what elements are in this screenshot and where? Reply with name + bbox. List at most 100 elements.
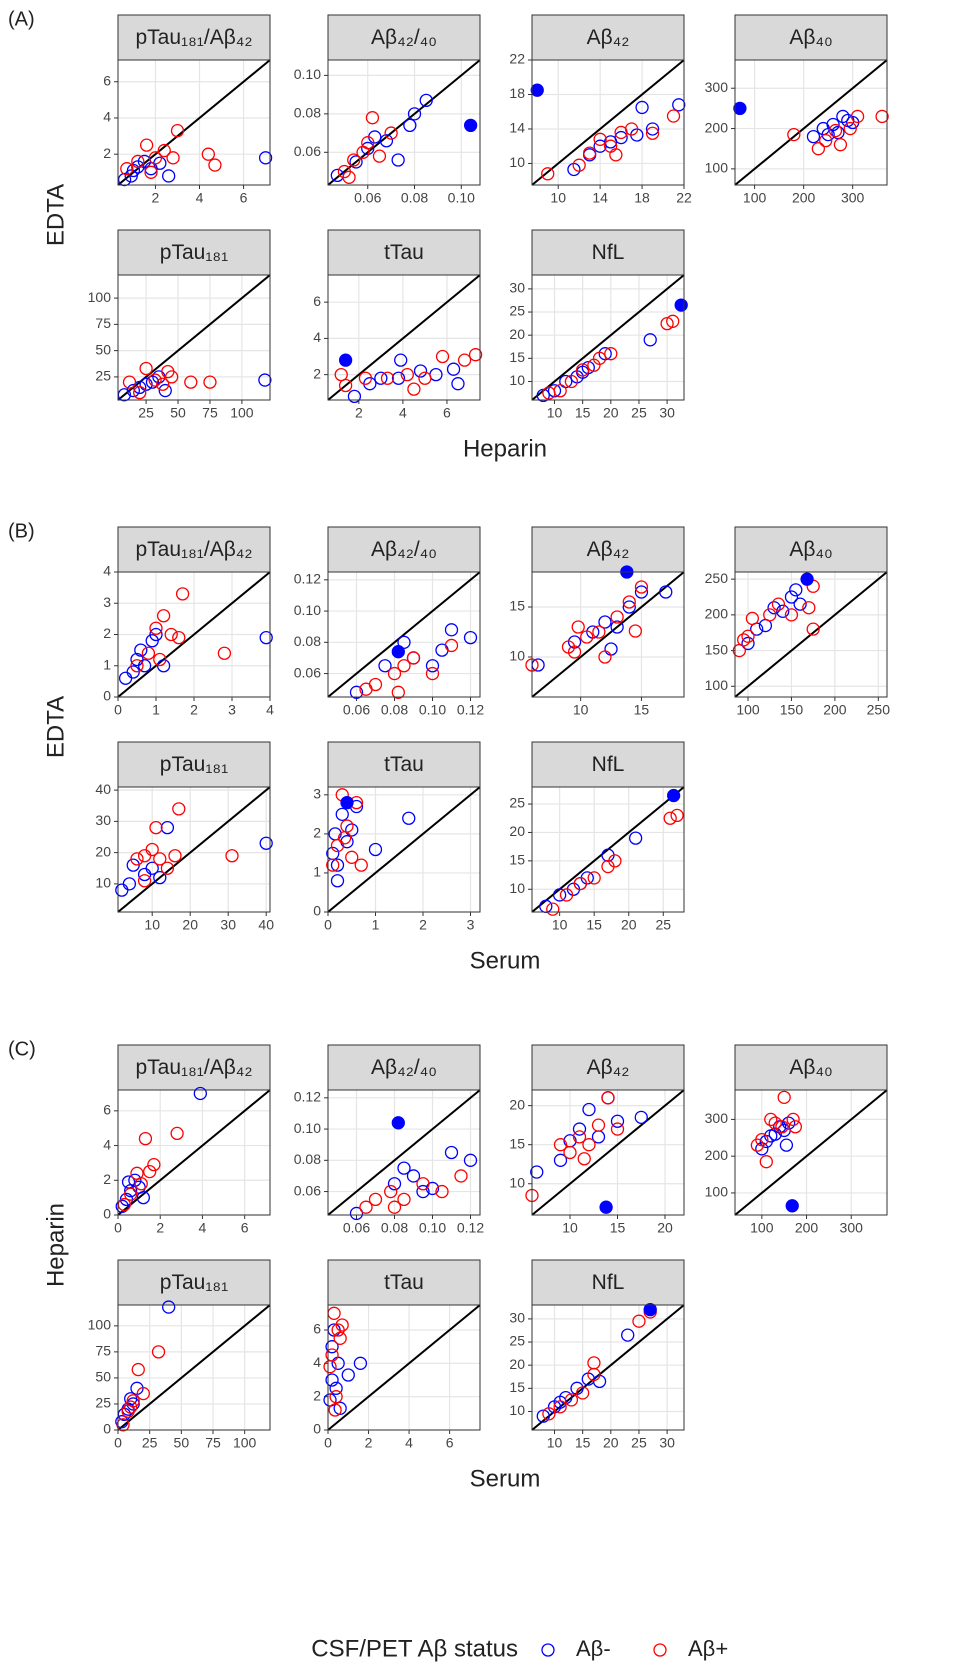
- x-axis-label: Serum: [470, 1465, 541, 1492]
- point: [326, 858, 340, 872]
- point: [139, 361, 153, 376]
- identity-line: [734, 1089, 888, 1216]
- plot-frame: [531, 1089, 685, 1216]
- panel: Aβ₄₂/₄₀ 0.06 0.08 0.10 0.12 0.06 0.08 0.10 0.12: [294, 1044, 484, 1236]
- point: [387, 666, 402, 681]
- point: [800, 572, 814, 586]
- point: [136, 1190, 150, 1205]
- point: [463, 630, 478, 645]
- point: [122, 877, 137, 891]
- point: [345, 850, 359, 864]
- identity-line: [327, 1304, 481, 1431]
- point: [117, 172, 132, 187]
- x-tick-label: 20: [621, 917, 637, 933]
- identity-line: [327, 1089, 481, 1216]
- point: [131, 1362, 145, 1377]
- panel: pTau₁₈₁/Aβ₄₂ 0 2 4 6 0 2 4 6: [103, 1044, 271, 1236]
- point: [397, 659, 411, 673]
- point: [435, 349, 450, 364]
- point: [608, 854, 622, 868]
- y-tick-label: 10: [509, 648, 525, 664]
- x-tick-label: 50: [174, 1435, 190, 1451]
- point: [349, 1206, 364, 1221]
- point: [134, 1177, 148, 1191]
- point: [133, 385, 147, 400]
- x-tick-label: 75: [202, 405, 218, 421]
- x-tick-label: 2: [419, 917, 427, 933]
- point: [419, 93, 433, 108]
- y-tick-label: 10: [509, 1402, 525, 1418]
- strip: [327, 14, 481, 61]
- point: [406, 651, 421, 665]
- point: [368, 677, 383, 692]
- y-tick-label: 100: [88, 289, 112, 305]
- point: [592, 351, 607, 365]
- point: [598, 615, 612, 629]
- point: [145, 842, 159, 857]
- panel: Aβ₄₂/₄₀ 0.06 0.08 0.10 0.12 0.06 0.08 0.10 0.12: [294, 526, 484, 718]
- point: [259, 836, 273, 850]
- plot-frame: [734, 1089, 888, 1216]
- x-tick-label: 0.12: [457, 1220, 484, 1236]
- point: [126, 1394, 140, 1408]
- y-tick-label: 100: [705, 677, 729, 693]
- identity-line: [734, 59, 888, 186]
- x-tick-label: 2: [190, 702, 198, 718]
- section-label: (B): [8, 520, 35, 542]
- x-tick-label: 2: [355, 405, 363, 421]
- point: [368, 1192, 383, 1207]
- y-tick-label: 4: [313, 329, 321, 345]
- y-tick-label: 75: [95, 1343, 111, 1359]
- point: [779, 1138, 794, 1152]
- point: [372, 149, 387, 163]
- x-tick-label: 250: [867, 702, 891, 718]
- point: [645, 126, 660, 140]
- point: [559, 888, 574, 902]
- point: [573, 876, 588, 891]
- y-tick-label: 22: [509, 51, 525, 67]
- point: [632, 1314, 646, 1328]
- y-tick-label: 20: [509, 823, 525, 839]
- point: [394, 353, 408, 367]
- y-tick-label: 0.08: [294, 105, 321, 121]
- x-tick-label: 10: [552, 917, 568, 933]
- y-tick-label: 4: [103, 1136, 111, 1152]
- x-tick-label: 2: [152, 190, 160, 206]
- panel: Aβ₄₀ 100 200 300 100 200 300: [705, 1044, 888, 1236]
- point: [153, 852, 167, 866]
- point: [583, 146, 597, 160]
- x-tick-label: 100: [233, 1435, 257, 1451]
- point: [379, 134, 394, 148]
- y-tick-label: 15: [509, 1379, 525, 1395]
- strip: [117, 526, 271, 573]
- x-tick-label: 30: [659, 405, 675, 421]
- point: [789, 583, 803, 597]
- point: [164, 627, 178, 642]
- point: [391, 1116, 405, 1130]
- x-tick-label: 6: [241, 1220, 249, 1236]
- point: [775, 1120, 789, 1134]
- point: [768, 1127, 782, 1141]
- point: [666, 109, 681, 123]
- point: [463, 1153, 478, 1167]
- x-tick-label: 0: [324, 1435, 332, 1451]
- x-tick-label: 100: [750, 1220, 774, 1236]
- strip-title: Aβ₄₂: [587, 538, 630, 561]
- y-tick-label: 0: [313, 903, 321, 919]
- legend-marker: [541, 1643, 555, 1657]
- point: [610, 620, 624, 634]
- point: [786, 1112, 800, 1127]
- point: [330, 838, 345, 853]
- x-tick-label: 15: [634, 702, 650, 718]
- panel: Aβ₄₀ 100 150 200 250 100 150 200 250: [705, 526, 891, 718]
- plot-frame: [117, 786, 271, 913]
- strip-title: pTau₁₈₁/Aβ₄₂: [135, 538, 252, 561]
- identity-line: [531, 1304, 685, 1431]
- x-tick-label: 0.06: [343, 1220, 370, 1236]
- point: [156, 609, 171, 623]
- plot-frame: [327, 786, 481, 913]
- point: [536, 388, 550, 403]
- point: [577, 1152, 591, 1166]
- x-tick-label: 0.06: [343, 702, 370, 718]
- y-tick-label: 1: [313, 864, 321, 880]
